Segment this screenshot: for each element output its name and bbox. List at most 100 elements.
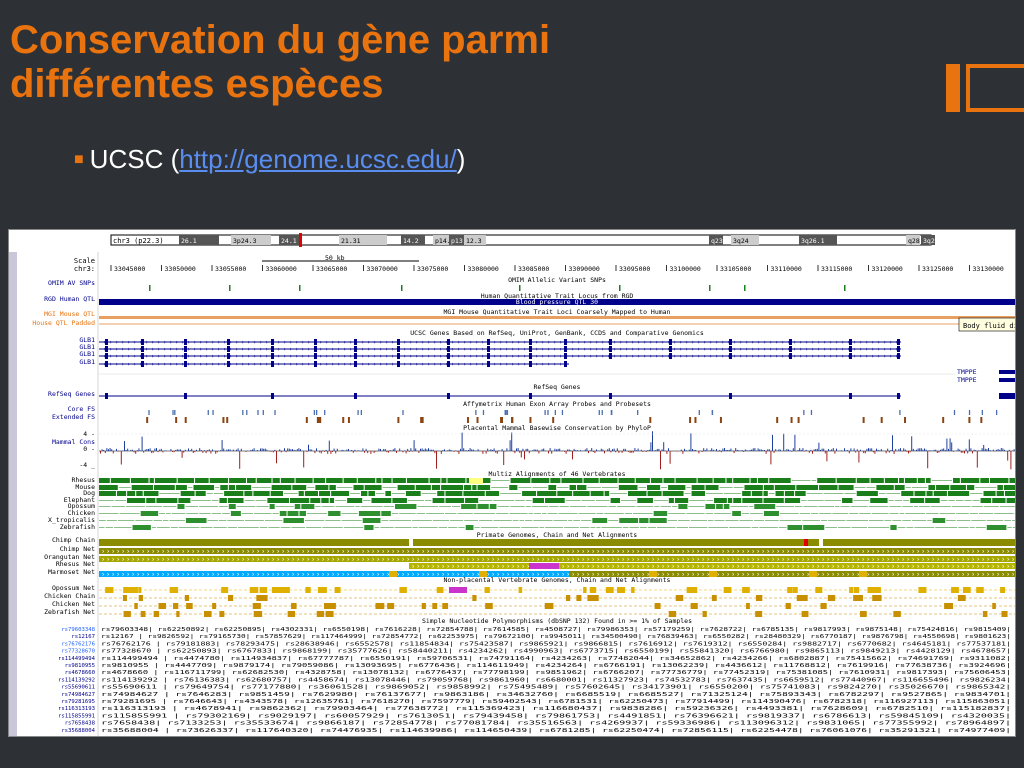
track-label[interactable]: Marmoset Net: [48, 568, 95, 576]
track-label[interactable]: GLB1: [79, 358, 95, 366]
chimp-net-arrow: ›: [241, 548, 245, 556]
rhesus-net-arrow: ›: [566, 563, 570, 571]
track-label[interactable]: Dog: [83, 489, 95, 497]
orangutan-net-arrow: ›: [811, 556, 815, 564]
rhesus-net-arrow: ›: [1011, 563, 1015, 571]
gene-strand-arrow: ›: [181, 361, 185, 368]
multiz-block: [726, 478, 733, 483]
cons-bar: [692, 448, 693, 451]
cons-bar: [623, 448, 625, 451]
chicken-chain-block: [227, 595, 234, 601]
rhesus-net-arrow: ›: [606, 563, 610, 571]
cons-bar: [407, 448, 409, 451]
orangutan-net-arrow: ›: [561, 556, 565, 564]
chimp-net-arrow: ›: [756, 548, 760, 556]
track-label[interactable]: GLB1: [79, 336, 95, 344]
cons-bar: [871, 448, 873, 451]
gene-strand-arrow: ›: [601, 353, 605, 360]
gene-strand-arrow: ›: [793, 346, 797, 353]
gene-strand-arrow: ›: [589, 353, 593, 360]
affy-core-probe: [504, 410, 506, 415]
track-label[interactable]: Chicken: [68, 509, 95, 517]
cons-bar: [736, 449, 738, 451]
track-label[interactable]: Extended FS: [52, 413, 95, 421]
orangutan-net-arrow: ›: [136, 556, 140, 564]
track-label[interactable]: OMIM AV SNPs: [48, 279, 95, 287]
multiz-block: [140, 511, 159, 516]
gene-strand-arrow: ›: [697, 353, 701, 360]
scale-tick-label: 33080000: [468, 265, 499, 273]
cons-bar: [453, 451, 455, 452]
zebrafish-net-block: [124, 611, 130, 617]
multiz-block: [936, 485, 950, 490]
marmoset-net-a-arrow: ›: [106, 571, 110, 579]
chicken-net-block: [324, 603, 329, 609]
track-label[interactable]: Chicken Chain: [44, 592, 95, 600]
gene-strand-arrow: ›: [865, 339, 869, 346]
track-label[interactable]: Core FS: [68, 405, 95, 413]
track-label[interactable]: Zebrafish Net: [44, 608, 95, 616]
track-label[interactable]: Zebrafish: [60, 523, 95, 531]
marmoset-net-a-arrow: ›: [461, 571, 465, 579]
cons-bar: [370, 451, 372, 454]
track-label[interactable]: Chimp Net: [60, 545, 95, 553]
gene-strand-arrow: ›: [511, 346, 515, 353]
gene-strand-arrow: ›: [295, 361, 299, 368]
track-label[interactable]: GLB1: [79, 350, 95, 358]
cons-bar: [386, 451, 388, 453]
chimp-net-arrow: ›: [246, 548, 250, 556]
track-label[interactable]: Mouse: [75, 483, 95, 491]
track-label[interactable]: Elephant: [64, 496, 95, 504]
track-label[interactable]: Rhesus: [72, 476, 96, 484]
track-label[interactable]: Chimp Chain: [52, 536, 95, 544]
track-label[interactable]: RefSeq Genes: [48, 390, 95, 398]
track-label[interactable]: Rhesus Net: [56, 560, 95, 568]
track-label[interactable]: RGD Human QTL: [44, 295, 95, 303]
track-label[interactable]: Opossum Net: [52, 584, 95, 592]
cons-bar: [469, 448, 471, 451]
cons-bar: [655, 450, 657, 451]
cons-bar: [212, 449, 213, 451]
gene-strand-arrow: ›: [403, 353, 407, 360]
chimp-net-arrow: ›: [796, 548, 800, 556]
cons-bar: [554, 448, 556, 451]
cons-bar: [612, 449, 613, 451]
gene-strand-arrow: ›: [439, 346, 443, 353]
track-label[interactable]: GLB1: [79, 343, 95, 351]
gene-strand-arrow: ›: [733, 353, 737, 360]
gene-strand-arrow: ›: [163, 361, 167, 368]
orangutan-net-arrow: ›: [956, 556, 960, 564]
cons-axis-label: 0 -: [83, 445, 95, 453]
multiz-block: [716, 504, 723, 509]
multiz-block: [751, 491, 763, 496]
track-label[interactable]: Chicken Net: [52, 600, 95, 608]
chimp-net-arrow: ›: [806, 548, 810, 556]
ucsc-link[interactable]: http://genome.ucsc.edu/: [179, 144, 457, 174]
orangutan-net-arrow: ›: [196, 556, 200, 564]
affy-extended-probe: [719, 417, 722, 423]
cons-bar: [279, 449, 281, 451]
track-label[interactable]: House QTL Padded: [32, 319, 95, 327]
cons-bar: [135, 451, 137, 454]
cons-bar: [253, 448, 255, 451]
cons-bar: [912, 448, 914, 451]
orangutan-net-arrow: ›: [506, 556, 510, 564]
track-label[interactable]: Opossum: [68, 502, 95, 510]
multiz-block: [220, 485, 228, 490]
gene-exon: [271, 353, 274, 359]
track-label[interactable]: Mammal Cons: [52, 438, 95, 446]
gene-strand-arrow: ›: [709, 346, 713, 353]
marmoset-net-b-arrow: ›: [1001, 571, 1005, 579]
chicken-chain-block: [801, 595, 808, 601]
gene-strand-arrow: ›: [457, 361, 461, 368]
track-label[interactable]: X_tropicalis: [48, 516, 95, 524]
marmoset-net-b-arrow: ›: [731, 571, 735, 579]
orangutan-net-arrow: ›: [116, 556, 120, 564]
track-label[interactable]: Orangutan Net: [44, 553, 95, 561]
bullet-icon: ■: [74, 151, 84, 168]
cons-bar: [157, 451, 159, 453]
orangutan-net-arrow: ›: [986, 556, 990, 564]
opossum-net-block: [606, 587, 614, 593]
track-label[interactable]: MGI Mouse QTL: [44, 310, 95, 318]
chimp-net-arrow: ›: [531, 548, 535, 556]
